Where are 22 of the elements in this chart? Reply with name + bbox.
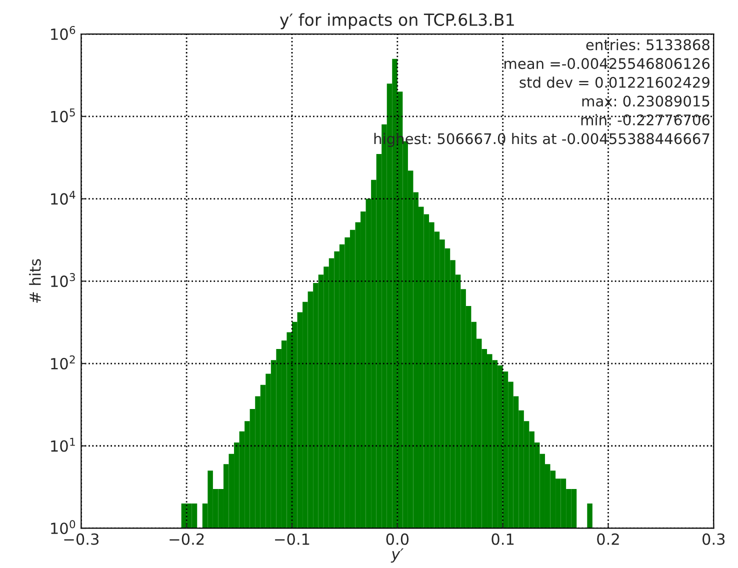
x-tick-label: −0.1: [275, 533, 310, 545]
x-tick-label: 0.3: [702, 533, 725, 545]
y-tick-label: 10$^{2}$: [51, 355, 75, 370]
y-tick-label: 10$^{4}$: [51, 190, 76, 205]
x-tick-label: −0.2: [170, 533, 204, 545]
x-tick-label: −0.3: [64, 533, 99, 545]
x-tick-label: 0.2: [597, 533, 619, 545]
x-axis-title: y′: [390, 548, 404, 563]
annotation: max: 0.23089015: [582, 96, 710, 107]
annotation: std dev = 0.01221602429: [520, 76, 710, 88]
annotation: mean =-0.00425546806126: [504, 58, 710, 70]
y-tick-label: 10$^{3}$: [51, 273, 75, 288]
annotation: entries: 5133868: [586, 39, 710, 50]
x-tick-label: 0.0: [386, 533, 409, 545]
chart-title: y′ for impacts on TCP.6L3.B1: [280, 13, 514, 30]
y-tick-label: 10$^{5}$: [51, 108, 75, 122]
x-tick-label: 0.1: [492, 533, 514, 545]
y-tick-label: 10$^{0}$: [51, 520, 76, 534]
y-tick-label: 10$^{1}$: [51, 438, 75, 452]
y-tick-label: 10$^{6}$: [51, 26, 76, 40]
y-axis-title: # hits: [29, 259, 41, 303]
annotation: min: -0.22776706: [581, 114, 710, 126]
